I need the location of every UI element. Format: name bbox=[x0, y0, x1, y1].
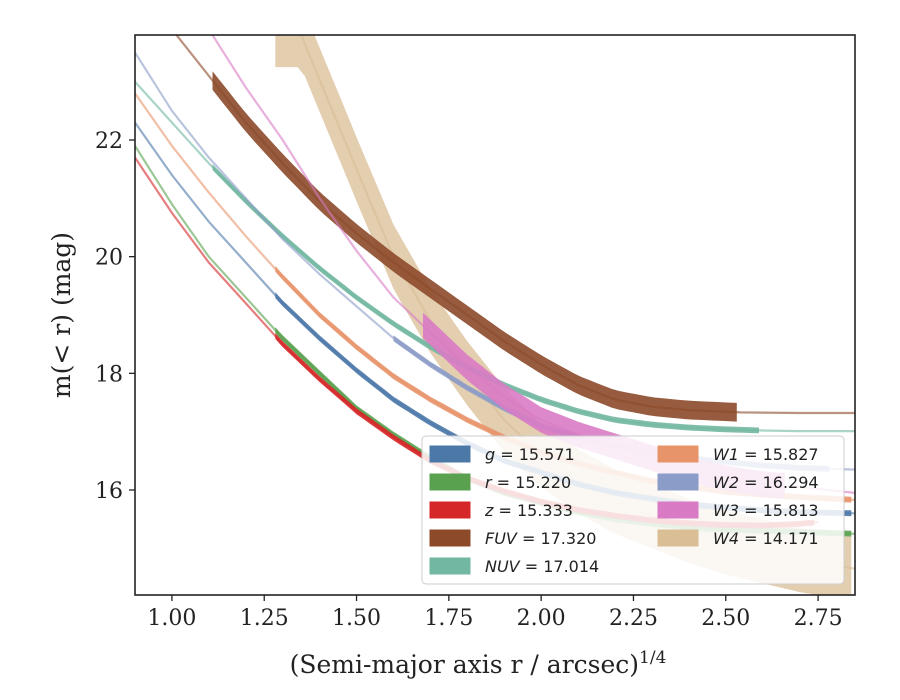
legend-label-w4: W4 = 14.171 bbox=[713, 529, 819, 548]
legend-swatch-w4 bbox=[657, 529, 699, 547]
x-tick-label: 1.50 bbox=[332, 606, 381, 631]
legend-label-z: z = 15.333 bbox=[484, 501, 573, 520]
legend-band-value: = 17.320 bbox=[517, 529, 597, 548]
x-tick-label: 2.75 bbox=[794, 606, 843, 631]
y-tick-label: 22 bbox=[95, 129, 123, 154]
x-tick-label: 1.25 bbox=[240, 606, 289, 631]
legend-swatch-z bbox=[429, 501, 471, 519]
legend-swatch-w2 bbox=[657, 473, 699, 491]
legend-band-name: r bbox=[485, 473, 493, 492]
legend-band-value: = 15.571 bbox=[495, 445, 575, 464]
legend-label-fuv: FUV = 17.320 bbox=[485, 529, 596, 548]
x-axis: 1.00 1.25 1.50 1.75 2.00 2.25 2.50 2.75 bbox=[147, 595, 843, 631]
legend-band-value: = 15.220 bbox=[492, 473, 572, 492]
legend-band-name: W3 bbox=[713, 501, 739, 520]
legend-band-name: NUV bbox=[485, 557, 521, 576]
legend-band-value: = 15.813 bbox=[739, 501, 819, 520]
legend-label-w2: W2 = 16.294 bbox=[713, 473, 819, 492]
y-tick-label: 16 bbox=[95, 479, 123, 504]
y-tick-label: 18 bbox=[95, 362, 123, 387]
x-tick-label: 2.50 bbox=[701, 606, 750, 631]
legend-swatch-fuv bbox=[429, 529, 471, 547]
legend-swatch-nuv bbox=[429, 557, 471, 575]
legend-swatch-g bbox=[429, 445, 471, 463]
legend-swatch-r bbox=[429, 473, 471, 491]
legend-swatch-w3 bbox=[657, 501, 699, 519]
x-axis-label: (Semi-major axis r / arcsec)1/4 bbox=[290, 648, 667, 679]
x-axis-label-superscript: 1/4 bbox=[639, 648, 666, 668]
x-axis-label-text: (Semi-major axis r / arcsec) bbox=[290, 650, 639, 679]
line-fuv bbox=[175, 35, 855, 415]
legend-band-value: = 15.333 bbox=[493, 501, 573, 520]
x-tick-label: 2.25 bbox=[609, 606, 658, 631]
legend-label-r: r = 15.220 bbox=[485, 473, 571, 492]
legend-band-name: W2 bbox=[713, 473, 739, 492]
legend-label-g: g = 15.571 bbox=[485, 445, 575, 464]
legend-label-w1: W1 = 15.827 bbox=[713, 445, 819, 464]
legend-band-value: = 15.827 bbox=[739, 445, 819, 464]
y-axis-label: m(< r) (mag) bbox=[47, 232, 76, 398]
legend-swatch-w1 bbox=[657, 445, 699, 463]
y-tick-label: 20 bbox=[95, 246, 123, 271]
legend-band-name: FUV bbox=[485, 529, 518, 548]
legend-band-name: g bbox=[485, 445, 495, 464]
x-tick-label: 1.00 bbox=[147, 606, 196, 631]
legend-band-value: = 14.171 bbox=[739, 529, 819, 548]
legend-band-value: = 16.294 bbox=[739, 473, 819, 492]
y-axis: 16 18 20 22 bbox=[95, 129, 135, 504]
legend-frame bbox=[421, 435, 845, 585]
legend-band-name: W4 bbox=[713, 529, 739, 548]
legend-label-nuv: NUV = 17.014 bbox=[485, 557, 599, 576]
legend-band-value: = 17.014 bbox=[520, 557, 600, 576]
legend-band-name: z bbox=[484, 501, 494, 520]
x-tick-label: 1.75 bbox=[424, 606, 473, 631]
legend-band-name: W1 bbox=[713, 445, 739, 464]
axes-frame bbox=[134, 34, 856, 596]
series-fuv bbox=[175, 35, 855, 422]
legend-label-w3: W3 = 15.813 bbox=[713, 501, 819, 520]
x-tick-label: 2.00 bbox=[517, 606, 566, 631]
